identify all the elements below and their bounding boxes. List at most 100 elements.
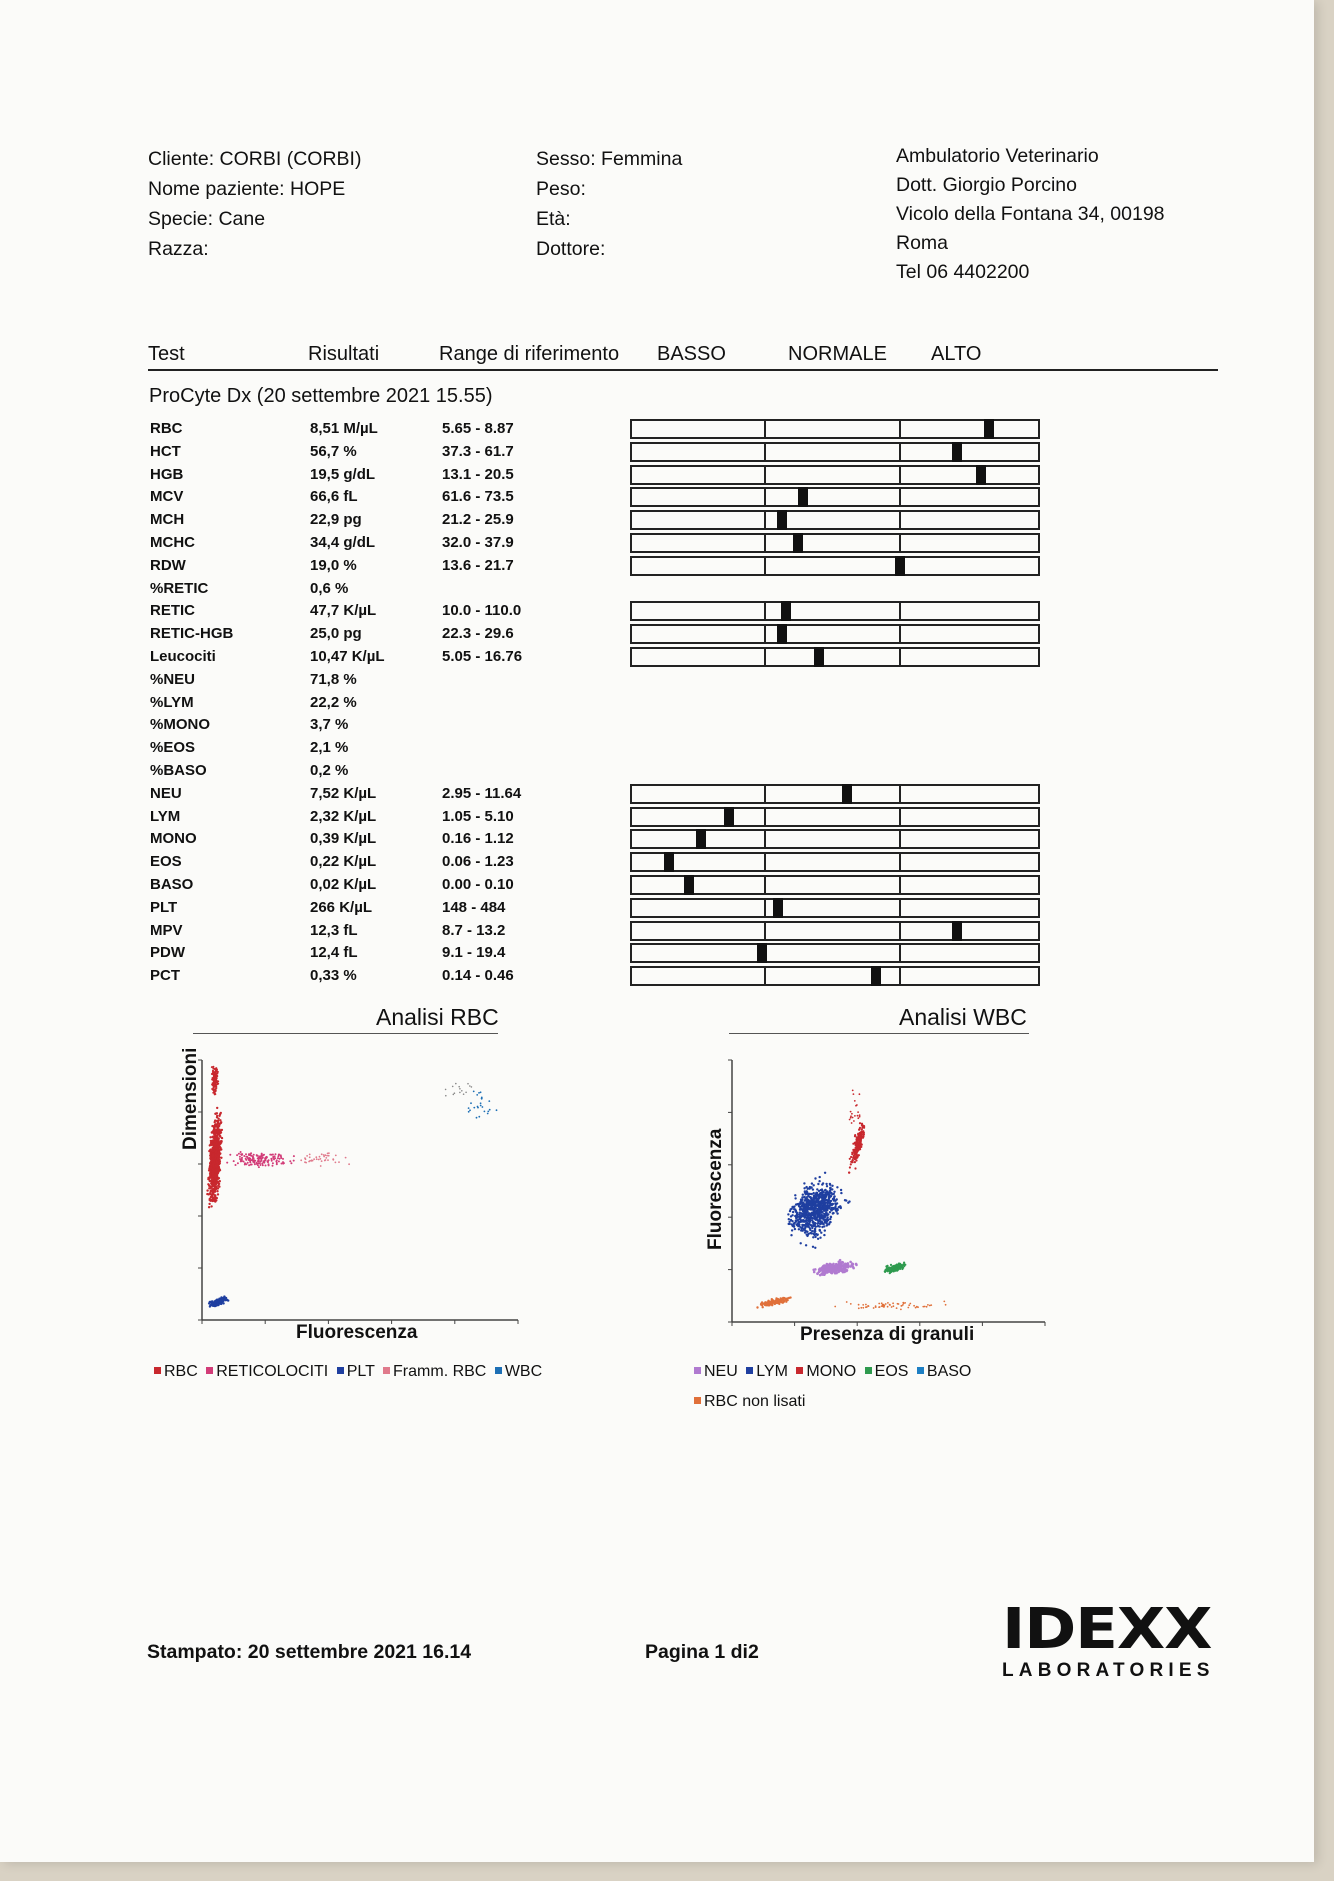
- legend-label: Framm. RBC: [393, 1363, 487, 1380]
- legend-item: RBC non lisati: [690, 1393, 805, 1410]
- range-indicator: [630, 647, 1040, 667]
- clinic-doctor: Dott. Giorgio Porcino: [896, 174, 1077, 196]
- legend-label: RBC non lisati: [704, 1393, 806, 1410]
- printed-date: Stampato: 20 settembre 2021 16.14: [147, 1641, 472, 1663]
- test-range: 1.05 - 5.10: [442, 807, 514, 825]
- range-divider: [899, 920, 901, 941]
- wbc-dots: [756, 1089, 947, 1311]
- test-result: 22,2 %: [310, 693, 357, 711]
- range-indicator: [630, 624, 1040, 645]
- rbc-y-label: Dimensioni: [180, 1048, 202, 1150]
- range-indicator: [630, 852, 1040, 873]
- test-name: %MONO: [150, 716, 210, 734]
- rbc-dots: [206, 1065, 498, 1308]
- patient-info: Cliente: CORBI (CORBI) Nome paziente: HO…: [148, 144, 361, 264]
- range-indicator: [630, 510, 1040, 531]
- result-marker: [696, 829, 707, 850]
- legend-swatch: [796, 1367, 804, 1375]
- legend-swatch: [746, 1367, 754, 1375]
- range-indicator: [630, 966, 1040, 987]
- range-divider: [764, 783, 766, 804]
- test-result: 12,3 fL: [310, 921, 358, 939]
- column-results: Risultati: [308, 343, 380, 365]
- test-result: 266 K/µL: [310, 898, 372, 916]
- range-divider: [899, 852, 901, 873]
- range-divider: [764, 624, 766, 645]
- test-result: 7,52 K/µL: [310, 784, 377, 802]
- test-name: %BASO: [150, 762, 207, 779]
- page-number: Pagina 1 di2: [645, 1641, 759, 1663]
- range-divider: [764, 533, 766, 553]
- clinic-info: Ambulatorio Veterinario Dott. Giorgio Po…: [896, 142, 1165, 287]
- range-indicator: [630, 555, 1040, 576]
- range-divider: [899, 966, 901, 987]
- test-name: HCT: [150, 442, 181, 460]
- range-divider: [764, 419, 766, 439]
- test-result: 3,7 %: [310, 716, 349, 734]
- legend-item: Framm. RBC: [379, 1363, 486, 1380]
- wbc-legend: NEU LYM MONO EOS BASO RBC non lisati: [690, 1357, 1010, 1417]
- idexx-logo: IDEXX LABORATORIES: [1002, 1602, 1224, 1682]
- clinic-address: Vicolo della Fontana 34, 00198: [896, 203, 1165, 225]
- range-indicator: [630, 419, 1040, 439]
- column-range: Range di riferimento: [439, 343, 620, 365]
- legend-item: BASO: [913, 1363, 971, 1380]
- test-range: 22.3 - 29.6: [442, 625, 514, 643]
- result-marker: [781, 601, 792, 622]
- range-divider: [764, 966, 766, 987]
- wbc-scatter-plot: [728, 1059, 1046, 1326]
- test-name: BASO: [150, 876, 194, 893]
- result-marker: [773, 897, 784, 918]
- wbc-y-label-text: Fluorescenza: [705, 1128, 726, 1250]
- range-indicator: [630, 783, 1040, 804]
- rbc-scatter-plot: [198, 1059, 519, 1324]
- test-range: 0.16 - 1.12: [442, 830, 514, 848]
- test-result: 25,0 pg: [310, 625, 362, 643]
- wbc-title-rule: [729, 1033, 1029, 1034]
- range-indicator: [630, 601, 1040, 622]
- legend-item: MONO: [792, 1363, 856, 1380]
- range-divider: [899, 806, 901, 827]
- range-divider: [899, 829, 901, 850]
- test-range: 2.95 - 11.64: [442, 784, 522, 802]
- result-marker: [724, 806, 735, 827]
- range-indicator: [630, 533, 1040, 553]
- clinic-city: Roma: [896, 232, 949, 254]
- result-marker: [976, 464, 987, 485]
- range-divider: [764, 555, 766, 576]
- result-marker: [894, 555, 905, 576]
- test-result: 22,9 pg: [310, 511, 362, 529]
- test-result: 12,4 fL: [310, 944, 358, 962]
- legend-swatch: [336, 1367, 344, 1375]
- test-name: %NEU: [150, 670, 196, 688]
- legend-swatch: [694, 1367, 701, 1375]
- test-range: 5.05 - 16.76: [442, 648, 523, 665]
- legend-item: PLT: [333, 1363, 375, 1380]
- weight-line: Peso:: [536, 178, 586, 200]
- result-marker: [842, 783, 853, 804]
- range-divider: [764, 441, 766, 462]
- test-result: 8,51 M/µL: [310, 420, 378, 437]
- rbc-title-rule: [193, 1033, 498, 1034]
- legend-item: NEU: [690, 1363, 738, 1380]
- result-marker: [663, 852, 674, 873]
- result-marker: [777, 624, 788, 645]
- legend-item: EOS: [861, 1363, 908, 1380]
- test-name: LYM: [150, 807, 181, 825]
- legend-item: WBC: [491, 1363, 542, 1380]
- range-divider: [899, 441, 901, 462]
- rbc-chart-title: Analisi RBC: [376, 1004, 499, 1030]
- rbc-ticks: [198, 1059, 519, 1324]
- range-divider: [764, 806, 766, 827]
- test-result: 19,5 g/dL: [310, 465, 376, 483]
- test-range: 0.14 - 0.46: [442, 967, 514, 985]
- range-indicator: [630, 920, 1040, 941]
- range-divider: [899, 419, 901, 439]
- legend-swatch: [694, 1397, 701, 1405]
- logo-subtitle: LABORATORIES: [1002, 1660, 1215, 1681]
- legend-label: PLT: [346, 1363, 375, 1380]
- rbc-y-label-text: Dimensioni: [180, 1047, 201, 1150]
- range-divider: [899, 533, 901, 553]
- test-result: 19,0 %: [310, 556, 357, 574]
- test-result: 56,7 %: [310, 442, 357, 460]
